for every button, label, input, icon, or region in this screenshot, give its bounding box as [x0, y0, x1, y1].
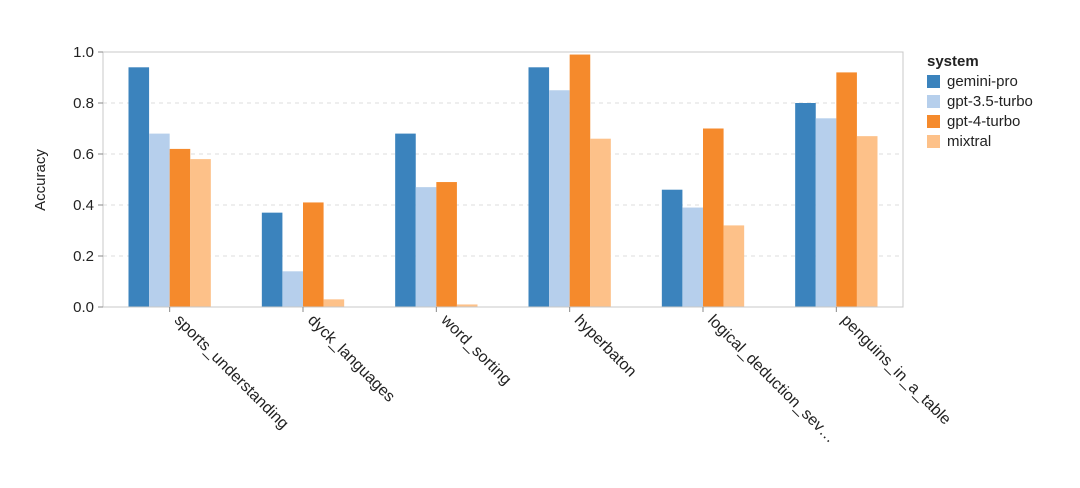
grid-lines — [103, 51, 903, 257]
y-tick-label: 0.2 — [73, 248, 94, 265]
bar-gpt-3.5-turbo-sports_understanding — [149, 133, 170, 307]
y-tick-label: 1.0 — [73, 44, 94, 61]
legend-label-mixtral: mixtral — [947, 133, 991, 150]
bar-gpt-3.5-turbo-hyperbaton — [549, 90, 570, 307]
bar-gpt-3.5-turbo-word_sorting — [415, 187, 437, 307]
bar-mixtral-word_sorting — [456, 304, 478, 307]
bar-gpt-4-turbo-penguins_in_a_table — [836, 72, 857, 308]
x-tick-label: sports_understanding — [171, 312, 292, 433]
x-tick-label: logical_deduction_sev… — [704, 312, 839, 447]
bar-gemini-pro-penguins_in_a_table — [795, 103, 816, 307]
bar-gpt-4-turbo-hyperbaton — [569, 54, 591, 307]
x-tick-label: hyperbaton — [571, 312, 640, 381]
bars — [128, 54, 878, 308]
y-tick-label: 0.0 — [73, 299, 94, 316]
bar-mixtral-penguins_in_a_table — [856, 136, 878, 307]
bar-gemini-pro-dyck_languages — [261, 212, 283, 307]
y-tick-label: 0.6 — [73, 146, 94, 163]
legend-label-gpt-4-turbo: gpt-4-turbo — [947, 113, 1020, 130]
bar-mixtral-hyperbaton — [590, 138, 611, 307]
y-tick-label: 0.4 — [73, 197, 94, 214]
bar-gpt-3.5-turbo-logical_deduction_sev… — [682, 207, 703, 307]
bar-gpt-4-turbo-logical_deduction_sev… — [703, 128, 724, 307]
bar-gpt-4-turbo-word_sorting — [436, 182, 457, 307]
legend: system gemini-pro gpt-3.5-turbo gpt-4-turb… — [927, 53, 1033, 150]
bar-gpt-3.5-turbo-dyck_languages — [282, 271, 303, 307]
bar-mixtral-logical_deduction_sev… — [723, 225, 745, 307]
x-tick-label: word_sorting — [437, 311, 515, 389]
bar-gemini-pro-logical_deduction_sev… — [661, 189, 683, 307]
y-axis-title: Accuracy — [32, 149, 49, 211]
legend-swatch-gpt-3.5-turbo — [927, 95, 940, 108]
y-axis: 0.0 0.2 0.4 0.6 0.8 1.0 — [73, 44, 103, 316]
x-axis: sports_understanding dyck_languages word_s… — [169, 307, 955, 447]
bar-mixtral-dyck_languages — [323, 299, 345, 307]
bar-gemini-pro-word_sorting — [395, 133, 416, 307]
x-tick-label: dyck_languages — [304, 312, 398, 406]
bar-gpt-4-turbo-sports_understanding — [169, 148, 191, 307]
legend-swatch-mixtral — [927, 135, 940, 148]
bar-gemini-pro-hyperbaton — [528, 67, 550, 307]
legend-label-gpt-3.5-turbo: gpt-3.5-turbo — [947, 93, 1033, 110]
bar-gpt-4-turbo-dyck_languages — [303, 202, 324, 307]
bar-gpt-3.5-turbo-penguins_in_a_table — [815, 118, 837, 307]
y-tick-label: 0.8 — [73, 95, 94, 112]
legend-swatch-gpt-4-turbo — [927, 115, 940, 128]
x-tick-label: penguins_in_a_table — [838, 312, 955, 429]
legend-title: system — [927, 53, 979, 70]
legend-label-gemini-pro: gemini-pro — [947, 73, 1018, 90]
plot-frame — [102, 51, 904, 308]
bar-gemini-pro-sports_understanding — [128, 67, 150, 307]
legend-swatch-gemini-pro — [927, 75, 940, 88]
bar-mixtral-sports_understanding — [190, 159, 211, 307]
